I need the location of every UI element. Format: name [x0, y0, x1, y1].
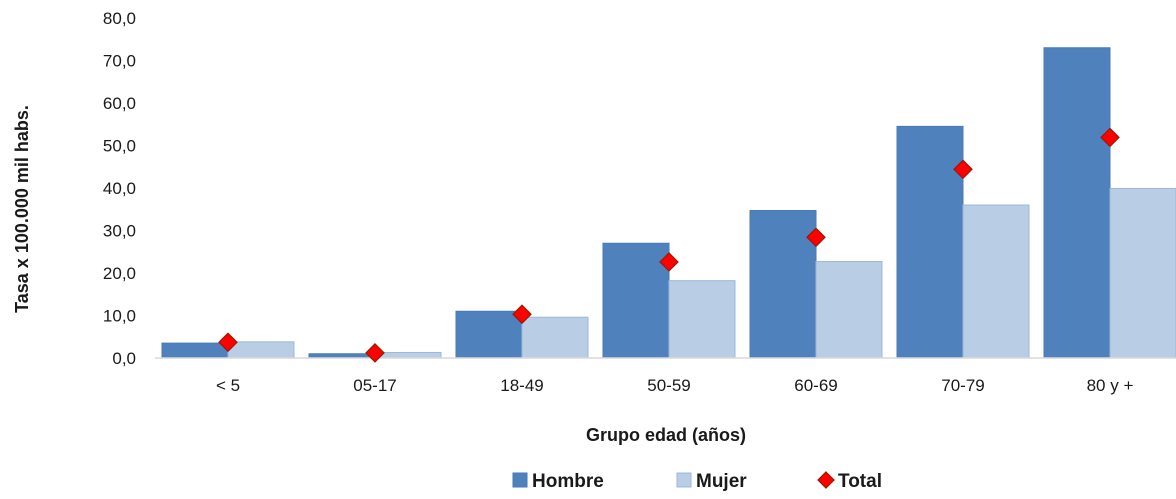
y-tick-label: 10,0 — [103, 307, 136, 326]
total-markers — [218, 127, 1120, 363]
bar-hombre — [602, 242, 670, 359]
bar-mujer — [668, 280, 736, 359]
y-tick-label: 80,0 — [103, 9, 136, 28]
y-tick-label: 50,0 — [103, 137, 136, 156]
legend-label-total: Total — [838, 471, 882, 492]
y-tick-label: 30,0 — [103, 222, 136, 241]
y-tick-label: 20,0 — [103, 264, 136, 283]
x-tick-label: 70-79 — [941, 376, 984, 395]
marker-total — [1100, 127, 1120, 148]
bar-hombre — [161, 342, 229, 359]
legend-label-mujer: Mujer — [696, 471, 747, 492]
y-tick-label: 70,0 — [103, 52, 136, 71]
bars — [161, 47, 1176, 359]
x-tick-label: 50-59 — [647, 376, 690, 395]
marker-total — [806, 227, 826, 248]
marker-total — [512, 304, 532, 325]
y-axis-ticks: 0,0 10,0 20,0 30,0 40,0 50,0 60,0 70,0 80,0 — [103, 9, 136, 368]
bar-mujer — [1109, 187, 1176, 359]
bar-mujer — [374, 351, 442, 359]
marker-total — [659, 252, 679, 272]
x-tick-label: 18-49 — [500, 376, 543, 395]
bar-hombre — [749, 210, 817, 359]
legend-swatch-mujer — [676, 472, 692, 488]
bar-mujer — [227, 341, 295, 359]
y-tick-label: 60,0 — [103, 94, 136, 113]
y-axis-title: Tasa x 100.000 mil habs. — [12, 105, 32, 313]
bar-hombre — [896, 125, 964, 359]
marker-total — [218, 332, 238, 353]
y-tick-label: 0,0 — [112, 349, 136, 368]
bar-mujer — [815, 261, 883, 359]
marker-total — [953, 159, 973, 180]
legend: Hombre Mujer Total — [512, 471, 882, 492]
x-tick-label: 60-69 — [794, 376, 837, 395]
x-tick-label: 80 y + — [1087, 376, 1134, 395]
legend-label-hombre: Hombre — [532, 471, 604, 492]
x-axis-ticks: < 5 05-17 18-49 50-59 60-69 70-79 80 y + — [216, 376, 1134, 395]
x-tick-label: 05-17 — [353, 376, 396, 395]
marker-total — [365, 343, 385, 363]
y-tick-label: 40,0 — [103, 179, 136, 198]
bar-mujer — [962, 204, 1030, 359]
legend-swatch-total — [817, 471, 835, 489]
x-axis-title: Grupo edad (años) — [586, 425, 746, 445]
legend-swatch-hombre — [512, 472, 528, 488]
bar-hombre — [455, 310, 523, 359]
bar-hombre — [1043, 47, 1111, 359]
bar-mujer — [521, 316, 589, 359]
x-tick-label: < 5 — [216, 376, 240, 395]
